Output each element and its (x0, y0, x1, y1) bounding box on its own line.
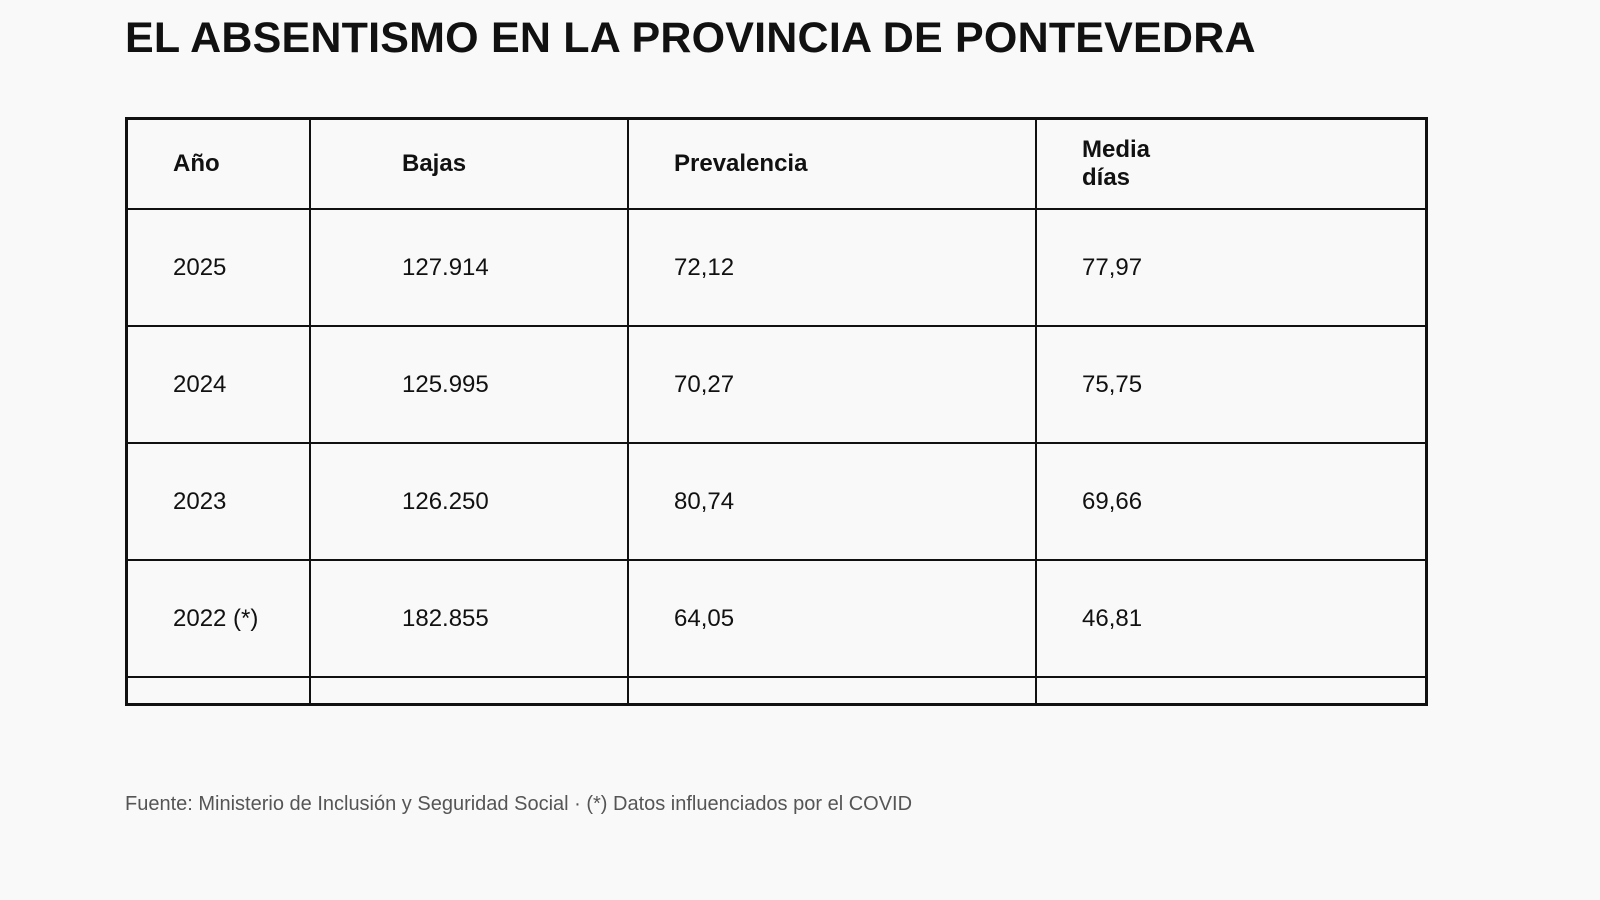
table-header-row: Año Bajas Prevalencia Media días (125, 117, 1428, 210)
cell-media-dias: 46,81 (1035, 559, 1428, 678)
empty-cell (627, 676, 1037, 706)
table-row: 2024 125.995 70,27 75,75 (125, 325, 1428, 444)
cell-media-dias: 69,66 (1035, 442, 1428, 561)
header-bajas: Bajas (309, 117, 629, 210)
page-title: EL ABSENTISMO EN LA PROVINCIA DE PONTEVE… (125, 14, 1256, 62)
table-row: 2022 (*) 182.855 64,05 46,81 (125, 559, 1428, 678)
cell-prevalencia: 72,12 (627, 208, 1037, 327)
header-year: Año (125, 117, 311, 210)
cell-year: 2025 (125, 208, 311, 327)
table-row: 2025 127.914 72,12 77,97 (125, 208, 1428, 327)
cell-bajas: 125.995 (309, 325, 629, 444)
cell-media-dias: 75,75 (1035, 325, 1428, 444)
cell-year: 2023 (125, 442, 311, 561)
cell-media-dias: 77,97 (1035, 208, 1428, 327)
empty-cell (125, 676, 311, 706)
cell-bajas: 126.250 (309, 442, 629, 561)
cell-bajas: 127.914 (309, 208, 629, 327)
empty-cell (309, 676, 629, 706)
cell-year: 2024 (125, 325, 311, 444)
cell-prevalencia: 70,27 (627, 325, 1037, 444)
table-row: 2023 126.250 80,74 69,66 (125, 442, 1428, 561)
source-note: Fuente: Ministerio de Inclusión y Seguri… (125, 793, 913, 815)
cell-year: 2022 (*) (125, 559, 311, 678)
header-media-dias-label: Media días (1082, 136, 1151, 191)
header-media-dias: Media días (1035, 117, 1428, 210)
cell-prevalencia: 80,74 (627, 442, 1037, 561)
empty-row (125, 676, 1428, 706)
header-prevalencia: Prevalencia (627, 117, 1037, 210)
cell-bajas: 182.855 (309, 559, 629, 678)
cell-prevalencia: 64,05 (627, 559, 1037, 678)
absenteeism-table: Año Bajas Prevalencia Media días 2025 127… (125, 117, 1428, 706)
empty-cell (1035, 676, 1428, 706)
